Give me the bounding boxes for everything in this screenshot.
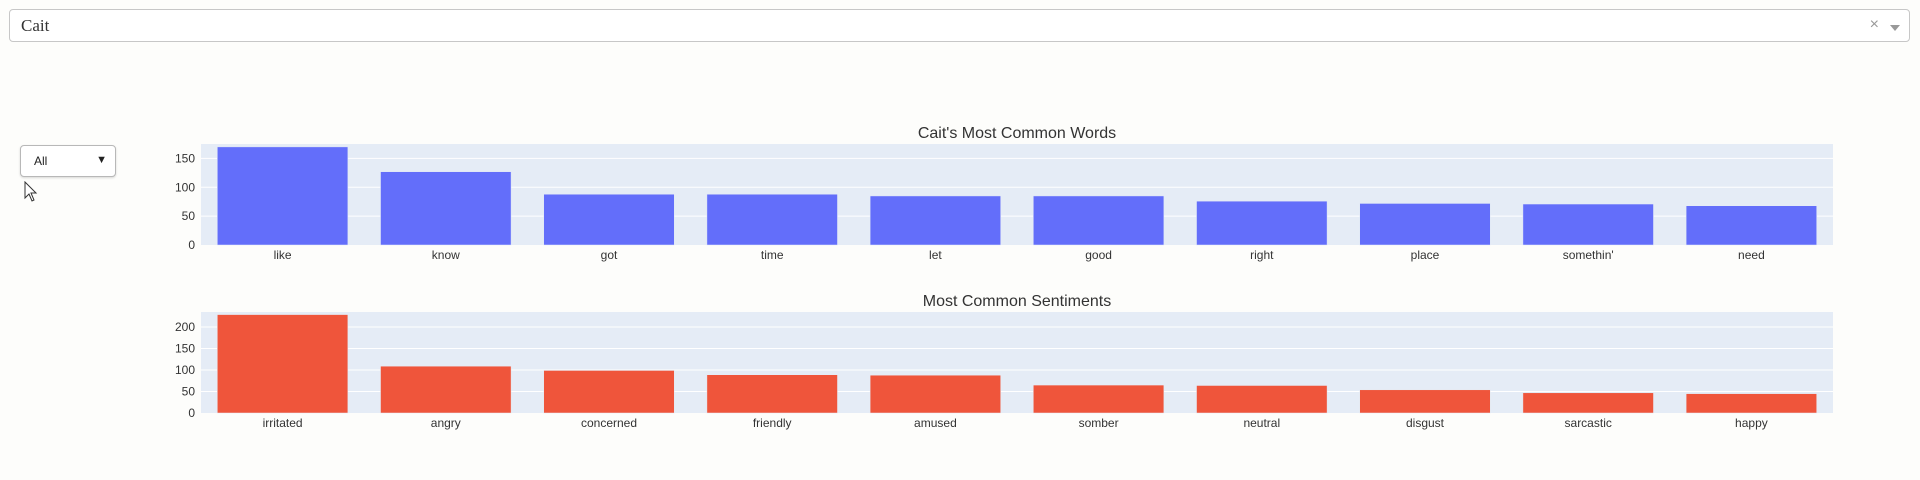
x-tick-label: let: [929, 248, 942, 262]
x-tick-label: right: [1250, 248, 1274, 262]
x-tick-label: disgust: [1406, 416, 1445, 430]
x-tick-label: got: [601, 248, 618, 262]
chevron-down-icon[interactable]: [1890, 25, 1900, 31]
bar-irritated[interactable]: [217, 314, 349, 414]
y-tick-label: 150: [175, 342, 195, 356]
mouse-cursor-icon: [24, 181, 38, 202]
x-tick-label: need: [1738, 248, 1765, 262]
x-tick-label: somethin': [1563, 248, 1614, 262]
y-tick-label: 0: [188, 406, 195, 420]
y-tick-label: 100: [175, 180, 195, 194]
x-tick-label: angry: [431, 416, 461, 430]
x-tick-label: neutral: [1243, 416, 1280, 430]
x-tick-label: irritated: [263, 416, 303, 430]
bar-happy[interactable]: [1685, 393, 1817, 414]
filter-select-value: All: [34, 154, 48, 168]
dropdown-arrow-icon[interactable]: ▼: [96, 154, 107, 166]
x-tick-label: somber: [1079, 416, 1119, 430]
bar-let[interactable]: [869, 195, 1001, 246]
character-select[interactable]: Cait ×: [9, 9, 1910, 42]
x-tick-label: sarcastic: [1565, 416, 1612, 430]
x-tick-label: place: [1411, 248, 1440, 262]
chart-title: Cait's Most Common Words: [918, 125, 1116, 142]
bar-good[interactable]: [1033, 195, 1165, 246]
x-tick-label: time: [761, 248, 784, 262]
x-tick-label: like: [274, 248, 292, 262]
x-tick-label: amused: [914, 416, 957, 430]
bar-like[interactable]: [217, 146, 349, 246]
y-tick-label: 200: [175, 320, 195, 334]
character-select-value: Cait: [21, 16, 50, 35]
x-tick-label: friendly: [753, 416, 792, 430]
words-bar-chart: Cait's Most Common Words 0 50 100 150 like kno…: [175, 125, 1833, 262]
chart-title: Most Common Sentiments: [923, 293, 1112, 310]
bar-angry[interactable]: [380, 365, 512, 414]
bar-know[interactable]: [380, 171, 512, 246]
bar-disgust[interactable]: [1359, 389, 1491, 414]
bar-somber[interactable]: [1033, 384, 1165, 414]
bar-time[interactable]: [706, 193, 838, 246]
bar-concerned[interactable]: [543, 370, 675, 414]
y-tick-label: 50: [182, 209, 196, 223]
clear-icon[interactable]: ×: [1869, 16, 1879, 33]
sentiments-bar-chart: Most Common Sentiments 0 50 100 150 200 irrita…: [175, 293, 1833, 430]
y-tick-label: 150: [175, 151, 195, 165]
x-tick-label: happy: [1735, 416, 1768, 430]
bar-somethin[interactable]: [1522, 203, 1654, 246]
bar-friendly[interactable]: [706, 374, 838, 414]
y-tick-label: 100: [175, 363, 195, 377]
bar-place[interactable]: [1359, 203, 1491, 246]
y-tick-label: 50: [182, 385, 196, 399]
x-tick-label: know: [432, 248, 460, 262]
bar-right[interactable]: [1196, 200, 1328, 246]
bar-neutral[interactable]: [1196, 385, 1328, 414]
bar-amused[interactable]: [869, 374, 1001, 414]
y-tick-label: 0: [188, 238, 195, 252]
bar-need[interactable]: [1685, 205, 1817, 246]
bar-sarcastic[interactable]: [1522, 392, 1654, 414]
bar-got[interactable]: [543, 193, 675, 246]
x-tick-label: good: [1085, 248, 1112, 262]
x-tick-label: concerned: [581, 416, 637, 430]
sentiment-filter-select[interactable]: All ▼: [20, 145, 116, 177]
